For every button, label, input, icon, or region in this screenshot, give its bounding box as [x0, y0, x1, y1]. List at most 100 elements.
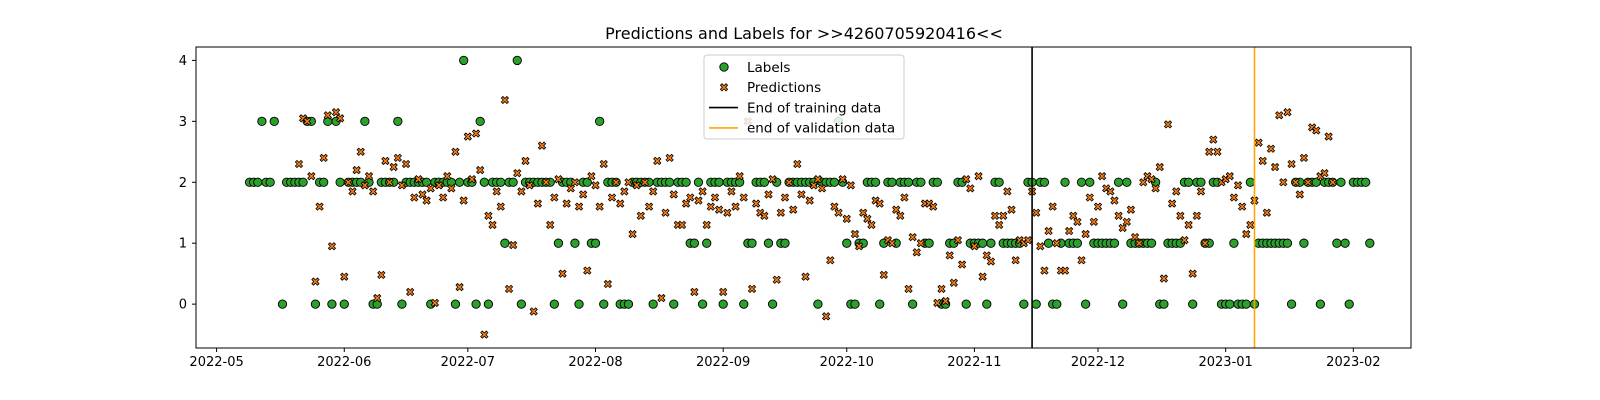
prediction-point: [373, 293, 382, 303]
prediction-point: [826, 256, 835, 265]
label-point: [648, 299, 658, 309]
prediction-point: [1151, 184, 1160, 193]
prediction-point: [1003, 187, 1012, 196]
prediction-point: [389, 162, 398, 172]
prediction-point: [303, 117, 312, 126]
prediction-point: [1262, 208, 1272, 217]
label-point: [549, 299, 559, 309]
prediction-point: [1192, 211, 1201, 220]
prediction-point: [669, 190, 678, 199]
prediction-point: [447, 184, 456, 193]
prediction-point: [896, 211, 905, 220]
prediction-point: [686, 193, 695, 202]
label-point: [1229, 238, 1239, 248]
prediction-point: [410, 193, 419, 202]
label-point: [471, 299, 481, 309]
label-point: [1344, 299, 1354, 309]
prediction-point: [694, 196, 703, 205]
label-point: [702, 238, 712, 248]
prediction-point: [517, 187, 526, 196]
prediction-point: [624, 178, 633, 187]
prediction-point: [1122, 217, 1131, 227]
label-point: [594, 116, 605, 126]
prediction-point: [702, 220, 711, 230]
prediction-point: [533, 199, 543, 208]
prediction-point: [484, 211, 493, 220]
prediction-point: [892, 205, 901, 214]
prediction-point: [994, 220, 1004, 230]
prediction-point: [616, 199, 625, 208]
label-point: [961, 299, 971, 309]
prediction-point: [1167, 199, 1177, 208]
prediction-point: [1118, 223, 1127, 233]
label-point: [1109, 238, 1120, 248]
label-point: [1043, 238, 1054, 248]
prediction-point: [500, 95, 510, 105]
label-point: [265, 177, 275, 187]
prediction-point: [418, 190, 427, 199]
prediction-point: [1155, 162, 1164, 172]
label-point: [842, 238, 852, 248]
prediction-point: [1085, 193, 1094, 202]
prediction-point: [1242, 229, 1251, 239]
prediction-point: [768, 175, 777, 184]
label-point: [1118, 299, 1128, 309]
prediction-point: [1172, 187, 1181, 196]
prediction-point: [1188, 269, 1197, 278]
prediction-point: [1040, 266, 1049, 275]
prediction-point: [537, 141, 547, 150]
prediction-point: [727, 187, 736, 196]
prediction-point: [1258, 156, 1267, 166]
prediction-point: [842, 214, 851, 223]
prediction-point: [377, 270, 386, 280]
prediction-point: [591, 181, 600, 190]
prediction-point: [1270, 162, 1280, 172]
legend-labels-marker: [719, 62, 729, 72]
prediction-point: [578, 190, 588, 199]
prediction-point: [480, 330, 489, 339]
prediction-point: [471, 129, 481, 138]
label-point: [1340, 238, 1350, 248]
x-tick-label: 2022-12: [1071, 355, 1125, 370]
prediction-point: [681, 199, 691, 208]
prediction-point: [1114, 211, 1123, 220]
prediction-point: [962, 175, 971, 184]
prediction-point: [438, 193, 448, 202]
prediction-point: [661, 208, 670, 217]
prediction-point: [780, 193, 790, 202]
plot-frame: [195, 46, 1412, 349]
prediction-point: [385, 178, 394, 187]
prediction-point: [739, 193, 748, 202]
label-point: [397, 299, 407, 309]
label-point: [483, 299, 494, 309]
prediction-point: [941, 296, 950, 306]
legend-predictions-marker: [719, 83, 729, 92]
prediction-point: [492, 187, 501, 196]
label-point: [1039, 177, 1050, 187]
prediction-point: [323, 111, 332, 120]
y-tick-label: 3: [179, 115, 187, 130]
label-point: [1332, 238, 1342, 248]
prediction-point: [1320, 168, 1329, 178]
label-point: [319, 177, 329, 187]
prediction-point: [463, 132, 472, 141]
prediction-point: [508, 240, 518, 250]
prediction-point: [764, 190, 773, 199]
prediction-point: [434, 181, 444, 190]
prediction-point: [1073, 217, 1082, 227]
label-point: [1076, 177, 1087, 187]
prediction-point: [867, 220, 876, 230]
prediction-point: [311, 277, 320, 286]
prediction-point: [603, 279, 613, 289]
prediction-point: [887, 239, 897, 248]
prediction-point: [426, 184, 435, 193]
label-point: [1196, 177, 1206, 187]
prediction-point: [1060, 266, 1070, 275]
prediction-point: [632, 181, 641, 190]
label-point: [1019, 299, 1029, 309]
label-point: [512, 55, 522, 66]
label-point: [669, 299, 679, 309]
x-tick-label: 2023-01: [1198, 355, 1252, 370]
label-point: [570, 238, 580, 248]
label-point: [1146, 238, 1157, 248]
